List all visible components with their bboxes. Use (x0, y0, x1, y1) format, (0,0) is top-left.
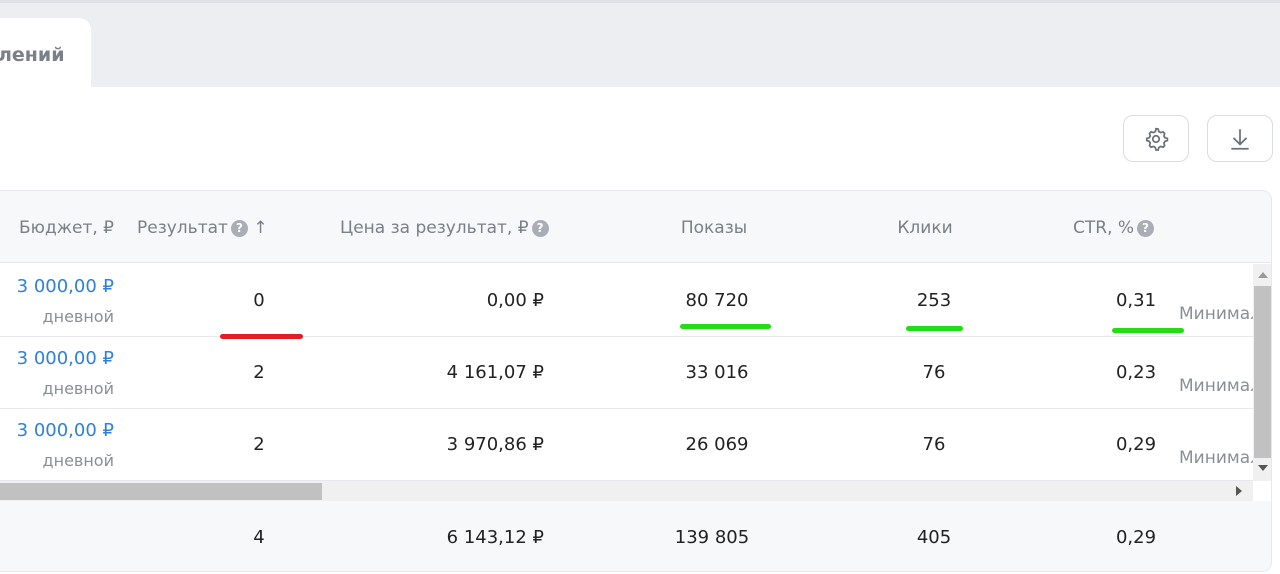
green-underline-annotation (906, 326, 963, 331)
budget-link[interactable]: 3 000,00 ₽ (16, 276, 114, 297)
total-shows: 139 805 (674, 527, 750, 548)
ctr-value: 0,29 (1115, 434, 1157, 455)
scroll-right-arrow[interactable] (1236, 486, 1242, 496)
result-value: 2 (253, 362, 265, 383)
result-value: 2 (253, 434, 265, 455)
scroll-up-arrow[interactable] (1258, 272, 1268, 278)
total-clicks: 405 (916, 527, 952, 548)
total-result: 4 (253, 527, 265, 548)
price-value: 4 161,07 ₽ (446, 362, 544, 383)
download-icon (1231, 128, 1249, 150)
next-column-value: Минимал (1179, 304, 1253, 324)
download-button[interactable] (1207, 115, 1273, 162)
header-budget[interactable]: Бюджет, ₽ (18, 218, 114, 238)
table-header: Бюджет, ₽ Результат? ↑ Цена за результат… (0, 191, 1271, 263)
header-price-label: Цена за результат, ₽ (340, 218, 529, 238)
table-row[interactable]: 3 000,00 ₽ дневной 2 3 970,86 ₽ 26 069 7… (0, 408, 1253, 481)
ctr-value: 0,23 (1115, 362, 1157, 383)
red-underline-annotation (220, 334, 303, 339)
help-icon[interactable]: ? (230, 220, 248, 237)
tab-active[interactable]: лений (0, 18, 91, 90)
sort-asc-icon: ↑ (253, 218, 268, 238)
help-icon[interactable]: ? (531, 220, 549, 237)
ctr-value: 0,31 (1115, 290, 1157, 311)
green-underline-annotation (1112, 328, 1184, 333)
settings-button[interactable] (1123, 115, 1189, 162)
table-row[interactable]: 3 000,00 ₽ дневной 2 4 161,07 ₽ 33 016 7… (0, 336, 1253, 409)
header-clicks[interactable]: Клики (897, 218, 953, 238)
header-shows[interactable]: Показы (680, 218, 748, 238)
header-result[interactable]: Результат? ↑ (137, 218, 268, 238)
scroll-down-arrow[interactable] (1258, 465, 1268, 471)
price-value: 0,00 ₽ (486, 290, 544, 311)
scrollbar-thumb[interactable] (1254, 286, 1271, 458)
header-price[interactable]: Цена за результат, ₽? (340, 218, 549, 238)
gear-icon (1145, 127, 1169, 151)
clicks-value: 76 (922, 434, 946, 455)
total-ctr: 0,29 (1115, 527, 1157, 548)
vertical-scrollbar[interactable] (1253, 264, 1271, 481)
help-icon[interactable]: ? (1137, 220, 1155, 237)
next-column-value: Минимал (1179, 448, 1253, 468)
budget-type: дневной (42, 379, 114, 398)
budget-type: дневной (42, 451, 114, 470)
shows-value: 26 069 (685, 434, 749, 455)
result-value: 0 (253, 290, 265, 311)
table-row[interactable]: 3 000,00 ₽ дневной 0 0,00 ₽ 80 720 253 0… (0, 264, 1253, 337)
budget-link[interactable]: 3 000,00 ₽ (16, 420, 114, 441)
horizontal-scrollbar[interactable] (0, 481, 1253, 501)
header-ctr[interactable]: CTR, %? (1073, 218, 1155, 238)
shows-value: 33 016 (685, 362, 749, 383)
budget-type: дневной (42, 307, 114, 326)
header-ctr-label: CTR, % (1073, 218, 1135, 238)
next-column-value: Минимал (1179, 376, 1253, 396)
tab-label: лений (0, 44, 65, 66)
stats-table: Бюджет, ₽ Результат? ↑ Цена за результат… (0, 190, 1272, 572)
clicks-value: 253 (916, 290, 952, 311)
total-price: 6 143,12 ₽ (446, 527, 544, 548)
scrollbar-thumb[interactable] (0, 483, 322, 500)
tab-bar: лений (0, 0, 1280, 90)
totals-row: 4 6 143,12 ₽ 139 805 405 0,29 (0, 501, 1271, 571)
price-value: 3 970,86 ₽ (446, 434, 544, 455)
shows-value: 80 720 (685, 290, 749, 311)
clicks-value: 76 (922, 362, 946, 383)
budget-link[interactable]: 3 000,00 ₽ (16, 348, 114, 369)
green-underline-annotation (680, 324, 771, 329)
header-result-label: Результат (137, 218, 228, 238)
